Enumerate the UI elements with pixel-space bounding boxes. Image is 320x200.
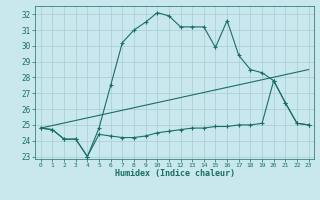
X-axis label: Humidex (Indice chaleur): Humidex (Indice chaleur) bbox=[115, 169, 235, 178]
